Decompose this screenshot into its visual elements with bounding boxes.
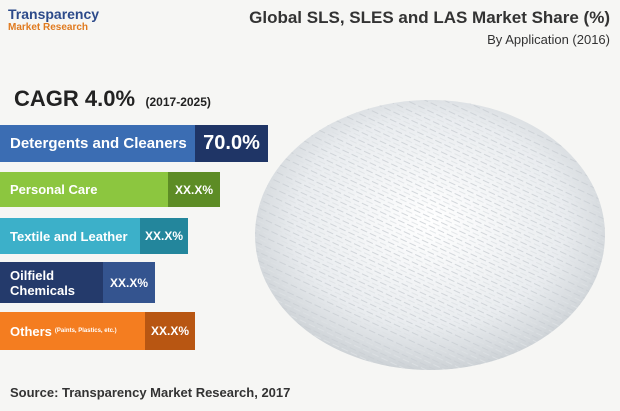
value-box: XX.X% [145, 312, 195, 350]
value-box: 70.0% [195, 125, 268, 162]
category-label: Detergents and Cleaners [10, 135, 187, 152]
category-bar: Others (Paints, Plastics, etc.) [0, 312, 145, 350]
category-label: Personal Care [10, 182, 98, 197]
title: Global SLS, SLES and LAS Market Share (%… [249, 8, 610, 27]
source: Source: Transparency Market Research, 20… [10, 385, 291, 400]
category-label: Textile and Leather [10, 228, 128, 244]
logo-name: Transparency [8, 6, 100, 22]
value-label: XX.X% [109, 275, 148, 290]
category-label: Chemicals [10, 282, 76, 298]
value-label: XX.X% [174, 182, 213, 197]
value-box: XX.X% [168, 172, 220, 207]
value-label: XX.X% [144, 229, 183, 243]
category-bar: Textile and Leather [0, 218, 140, 254]
value-box: XX.X% [140, 218, 188, 254]
value-box: XX.X% [103, 262, 155, 303]
subtitle: By Application (2016) [487, 32, 610, 47]
powder-photo [255, 100, 605, 370]
logo: Transparency Market Research [8, 6, 108, 33]
cagr-label: CAGR 4.0% [14, 86, 136, 111]
cagr: CAGR 4.0% (2017-2025) [14, 86, 211, 112]
value-label: XX.X% [150, 324, 189, 338]
category-label: Others [10, 323, 52, 339]
header: Global SLS, SLES and LAS Market Share (%… [249, 8, 610, 47]
category-bar: Oilfield Chemicals [0, 262, 103, 303]
category-label: Oilfield [10, 267, 55, 283]
logo-sub: Market Research [8, 22, 89, 33]
category-bar: Detergents and Cleaners [0, 125, 195, 162]
value-label: 70.0% [203, 132, 260, 154]
category-bar: Personal Care [0, 172, 168, 207]
cagr-period: (2017-2025) [145, 95, 211, 109]
category-note: (Paints, Plastics, etc.) [54, 328, 117, 334]
